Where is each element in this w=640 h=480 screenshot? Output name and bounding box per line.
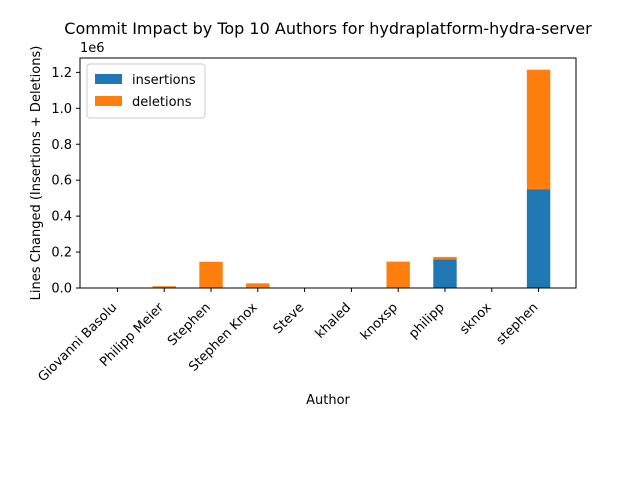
bar-deletions-knoxsp <box>386 261 410 288</box>
y-tick-label: 0.0 <box>51 282 72 297</box>
bar-insertions-philipp <box>433 259 457 288</box>
legend-swatch-deletions <box>95 96 122 106</box>
y-tick-label: 1.2 <box>51 66 72 81</box>
y-tick-label: 0.6 <box>51 174 72 189</box>
y-tick-label: 1.0 <box>51 102 72 117</box>
legend-swatch-insertions <box>95 74 122 84</box>
plot-frame <box>79 57 577 289</box>
bars-layer <box>152 69 551 288</box>
chart-title: Commit Impact by Top 10 Authors for hydr… <box>64 19 592 38</box>
bar-deletions-philipp <box>433 256 457 260</box>
bar-insertions-stephen <box>526 189 551 288</box>
y-tick-label: 0.2 <box>51 246 72 261</box>
bar-deletions-stephen <box>199 261 223 288</box>
bar-deletions-philipp-meier <box>152 286 176 288</box>
x-axis-label: Author <box>306 393 350 408</box>
y-tick-label: 0.8 <box>51 138 72 153</box>
bar-deletions-stephen-knox <box>246 283 270 288</box>
y-tick-label: 0.4 <box>51 210 72 225</box>
y-axis-label: Lines Changed (Insertions + Deletions) <box>29 46 44 301</box>
legend: insertions deletions <box>86 63 206 119</box>
y-axis: 0.0 0.2 0.4 0.6 0.8 1.0 1.2 <box>51 66 80 297</box>
legend-label-insertions: insertions <box>132 73 196 88</box>
y-axis-scale-note: 1e6 <box>80 41 105 56</box>
bar-deletions-stephen <box>526 69 551 190</box>
legend-label-deletions: deletions <box>132 95 192 110</box>
